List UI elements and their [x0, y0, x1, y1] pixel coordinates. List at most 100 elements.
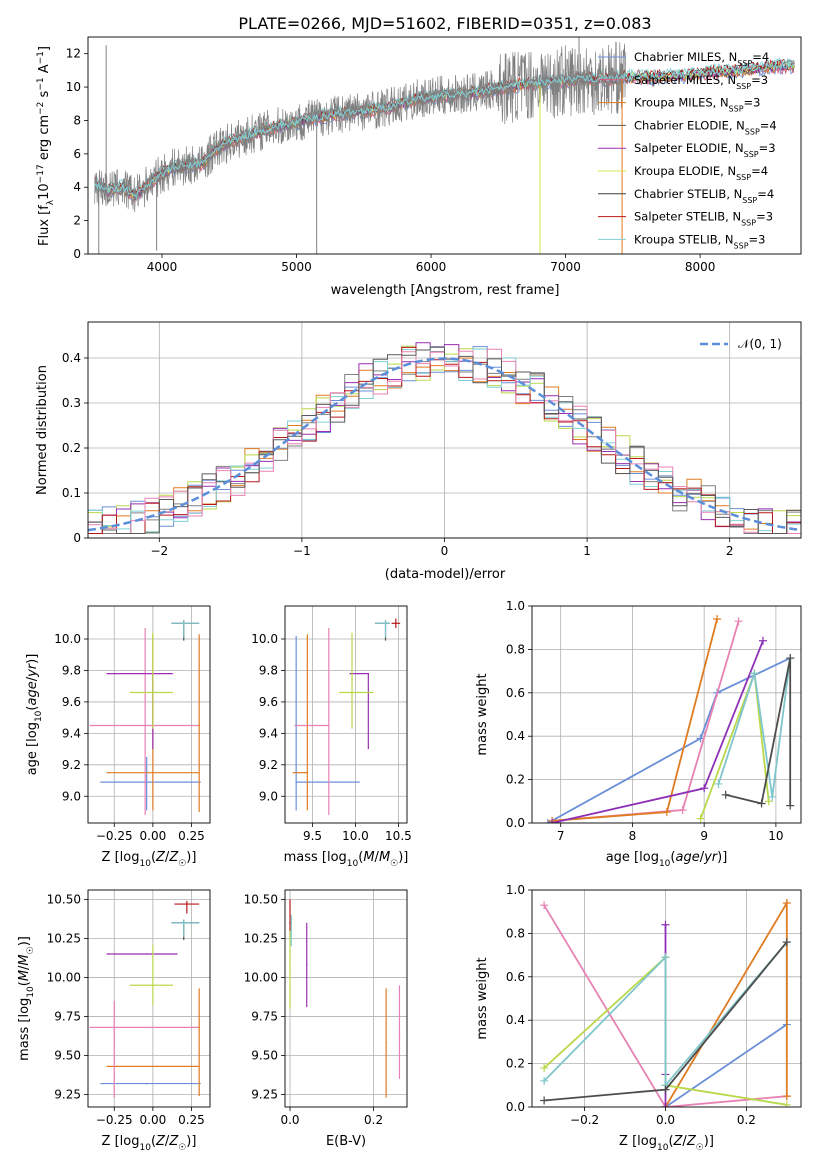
weight-marker — [713, 615, 722, 624]
weight-marker — [661, 1085, 670, 1094]
errorbar-point — [152, 984, 154, 987]
legend-label: 𝒩(0, 1) — [738, 337, 782, 351]
y-tick-label: 9.2 — [62, 758, 81, 772]
errorbar-point — [182, 622, 185, 625]
histogram-line — [88, 342, 801, 534]
y-tick-label: 9.75 — [54, 1009, 81, 1023]
weight-marker — [540, 1063, 549, 1072]
weight-marker — [764, 797, 773, 806]
weight-marker — [661, 920, 670, 929]
weight-marker — [750, 669, 759, 678]
legend-label: Chabrier ELODIE, NSSP=4 — [634, 118, 777, 136]
x-axis-label: Z [log10(Z/Z☉)] — [102, 850, 197, 869]
y-tick-label: 9.50 — [54, 1048, 81, 1062]
x-tick-label: 0.00 — [140, 829, 167, 843]
x-axis-label: (data-model)/error — [385, 567, 506, 582]
y-tick-label: 10.50 — [244, 892, 278, 906]
y-tick-label: 0.0 — [506, 816, 525, 830]
y-tick-label: 10.25 — [244, 931, 278, 945]
x-tick-label: 10 — [768, 829, 783, 843]
errorbar-point — [305, 964, 308, 966]
errorbar-point — [384, 622, 387, 625]
errorbar-point — [295, 781, 297, 783]
legend-label: Salpeter ELODIE, NSSP=3 — [634, 141, 776, 159]
y-tick-label: 9.25 — [251, 1088, 278, 1102]
legend-label: Kroupa ELODIE, NSSP=4 — [634, 164, 768, 182]
weight-marker — [662, 808, 671, 817]
weight-marker — [548, 819, 557, 823]
axes-frame — [531, 605, 802, 824]
legend-label: Salpeter MILES, NSSP=3 — [634, 73, 768, 91]
weight-marker — [782, 1100, 791, 1107]
y-tick-label: 1.0 — [506, 599, 525, 613]
y-tick-label: 0.1 — [62, 486, 81, 500]
errorbar-point — [113, 1039, 116, 1041]
y-tick-label: 1.0 — [506, 883, 525, 897]
x-axis-label: Z [log10(Z/Z☉)] — [619, 1134, 714, 1153]
x-tick-label: 0.2 — [364, 1113, 383, 1127]
y-tick-label: 9.8 — [259, 663, 278, 677]
x-tick-label: 7 — [557, 829, 565, 843]
errorbar-point — [182, 921, 185, 924]
y-tick-label: 0.4 — [506, 1013, 525, 1027]
weight-marker — [768, 792, 777, 801]
y-tick-label: 9.4 — [62, 726, 81, 740]
errorbar-point — [145, 1082, 148, 1085]
errorbar-point — [198, 1026, 200, 1029]
errorbar-point — [144, 724, 146, 727]
y-tick-label: 9.0 — [259, 789, 278, 803]
y-tick-label: 10.0 — [54, 632, 81, 646]
x-tick-label: 0 — [441, 544, 449, 558]
y-tick-label: 0 — [73, 247, 81, 261]
weight-marker — [734, 617, 743, 626]
chart-spectrum: 4000 5000 6000 7000 8000 0 2 4 6 8 10 12 Chabrier MI… — [36, 36, 802, 298]
errorbar-point — [290, 929, 293, 932]
x-axis-label: mass [log10(M/M☉)] — [284, 850, 409, 869]
y-tick-label: 9.6 — [62, 695, 81, 709]
axes-frame — [87, 605, 211, 824]
chart-mass-vs-Z: −0.25 0.00 0.25 9.25 9.50 9.75 10.00 10.25 10.50… — [17, 889, 211, 1153]
figure-title: PLATE=0266, MJD=51602, FIBERID=0351, z=0… — [238, 14, 651, 33]
y-tick-label: 0.6 — [506, 686, 525, 700]
legend-label: Kroupa MILES, NSSP=3 — [634, 96, 760, 114]
errorbar-point — [385, 1042, 387, 1044]
plot-area — [532, 890, 801, 1107]
plot-area — [88, 606, 210, 823]
x-tick-label: 9 — [700, 829, 708, 843]
x-axis-label: Z [log10(Z/Z☉)] — [102, 1134, 197, 1153]
y-tick-label: 0.0 — [506, 1100, 525, 1114]
y-tick-label: 0.4 — [62, 351, 81, 365]
weight-marker — [661, 953, 670, 962]
y-tick-label: 10.25 — [47, 931, 81, 945]
y-tick-label: 0.2 — [506, 773, 525, 787]
y-tick-label: 10.0 — [251, 632, 278, 646]
weight-marker — [540, 901, 549, 910]
plot-area — [532, 606, 801, 823]
y-tick-label: 9.2 — [259, 758, 278, 772]
y-tick-label: 0.6 — [506, 970, 525, 984]
weight-marker — [782, 899, 791, 908]
axes-frame — [87, 321, 802, 539]
y-axis-label: mass [log10(M/M☉)] — [17, 936, 36, 1061]
errorbar-point — [328, 724, 330, 727]
x-tick-label: −1 — [293, 544, 311, 558]
chart-residuals: −2 −1 0 1 2 0 0.1 0.2 0.3 0.4 𝒩(0, 1) (data-model)/… — [35, 321, 802, 582]
data-line — [94, 41, 627, 213]
x-tick-label: 5000 — [281, 260, 312, 274]
errorbar-point — [367, 672, 370, 675]
x-axis-label: E(B-V) — [326, 1134, 366, 1149]
errorbar-point — [152, 1065, 154, 1068]
errorbar-point — [145, 781, 148, 783]
y-tick-label: 0.8 — [506, 642, 525, 656]
errorbar-point — [351, 691, 353, 694]
x-tick-label: −2 — [150, 544, 168, 558]
axes-frame — [87, 36, 802, 255]
weight-line — [717, 657, 792, 798]
x-tick-label: 10.5 — [385, 829, 412, 843]
weight-marker — [540, 1096, 549, 1105]
y-tick-label: 9.75 — [251, 1009, 278, 1023]
y-tick-label: 10.50 — [47, 892, 81, 906]
x-tick-label: 0.0 — [280, 1113, 299, 1127]
x-axis-label: age [log10(age/yr)] — [606, 850, 728, 869]
weight-line — [725, 657, 792, 806]
